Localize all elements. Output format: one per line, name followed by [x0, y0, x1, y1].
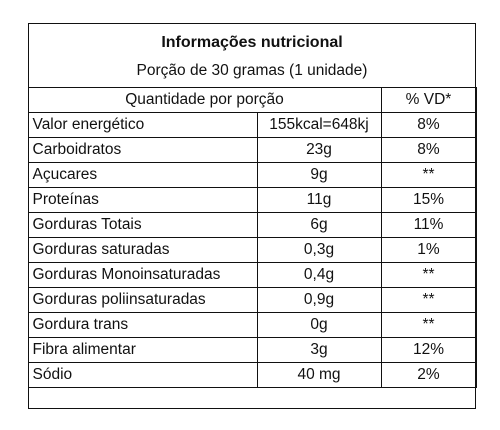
nutrient-daily-value: ** — [380, 162, 477, 188]
nutrient-daily-value: ** — [380, 262, 477, 288]
daily-value-header: % VD* — [380, 87, 477, 113]
nutrient-amount: 0,3g — [256, 237, 382, 263]
table-row: Valor energético 155kcal=648kj 8% — [27, 112, 477, 138]
nutrient-name: Carboidratos — [27, 137, 258, 163]
nutrient-daily-value: 8% — [380, 112, 477, 138]
nutrient-amount: 6g — [256, 212, 382, 238]
nutrient-daily-value: 15% — [380, 187, 477, 213]
table-row: Fibra alimentar 3g 12% — [27, 337, 477, 363]
nutrition-facts-panel: Informações nutricional Porção de 30 gra… — [27, 23, 477, 409]
nutrient-amount: 9g — [256, 162, 382, 188]
nutrient-daily-value: ** — [380, 312, 477, 338]
nutrient-daily-value: 11% — [380, 212, 477, 238]
nutrient-name: Valor energético — [27, 112, 258, 138]
nutrient-daily-value: 1% — [380, 237, 477, 263]
table-row: Gorduras saturadas 0,3g 1% — [27, 237, 477, 263]
table-row: Sódio 40 mg 2% — [27, 362, 477, 388]
nutrient-amount: 3g — [256, 337, 382, 363]
nutrient-name: Açucares — [27, 162, 258, 188]
table-row: Açucares 9g ** — [27, 162, 477, 188]
nutrient-name: Gordura trans — [27, 312, 258, 338]
nutrient-amount: 0,9g — [256, 287, 382, 313]
nutrient-amount: 0,4g — [256, 262, 382, 288]
nutrient-amount: 155kcal=648kj — [256, 112, 382, 138]
nutrient-amount: 40 mg — [256, 362, 382, 388]
table-header-row: Quantidade por porção % VD* — [27, 87, 477, 113]
table-row: Proteínas 11g 15% — [27, 187, 477, 213]
nutrient-daily-value: 2% — [380, 362, 477, 388]
quantity-per-serving-header: Quantidade por porção — [27, 87, 382, 113]
table-row: Gorduras Monoinsaturadas 0,4g ** — [27, 262, 477, 288]
nutrition-table: Quantidade por porção % VD* Valor energé… — [27, 87, 477, 388]
nutrient-daily-value: 12% — [380, 337, 477, 363]
nutrient-name: Gorduras saturadas — [27, 237, 258, 263]
nutrient-name: Gorduras poliinsaturadas — [27, 287, 258, 313]
nutrition-title: Informações nutricional — [161, 34, 343, 51]
nutrient-daily-value: ** — [380, 287, 477, 313]
nutrient-name: Gorduras Totais — [27, 212, 258, 238]
nutrient-name: Proteínas — [27, 187, 258, 213]
serving-size: Porção de 30 gramas (1 unidade) — [136, 62, 368, 79]
nutrient-name: Gorduras Monoinsaturadas — [27, 262, 258, 288]
nutrient-daily-value: 8% — [380, 137, 477, 163]
nutrient-name: Sódio — [27, 362, 258, 388]
table-row: Gorduras Totais 6g 11% — [27, 212, 477, 238]
nutrient-amount: 0g — [256, 312, 382, 338]
table-row: Gorduras poliinsaturadas 0,9g ** — [27, 287, 477, 313]
nutrition-table-body: Quantidade por porção % VD* Valor energé… — [27, 87, 477, 388]
nutrient-amount: 23g — [256, 137, 382, 163]
table-row: Gordura trans 0g ** — [27, 312, 477, 338]
nutrient-name: Fibra alimentar — [27, 337, 258, 363]
nutrient-amount: 11g — [256, 187, 382, 213]
table-row: Carboidratos 23g 8% — [27, 137, 477, 163]
